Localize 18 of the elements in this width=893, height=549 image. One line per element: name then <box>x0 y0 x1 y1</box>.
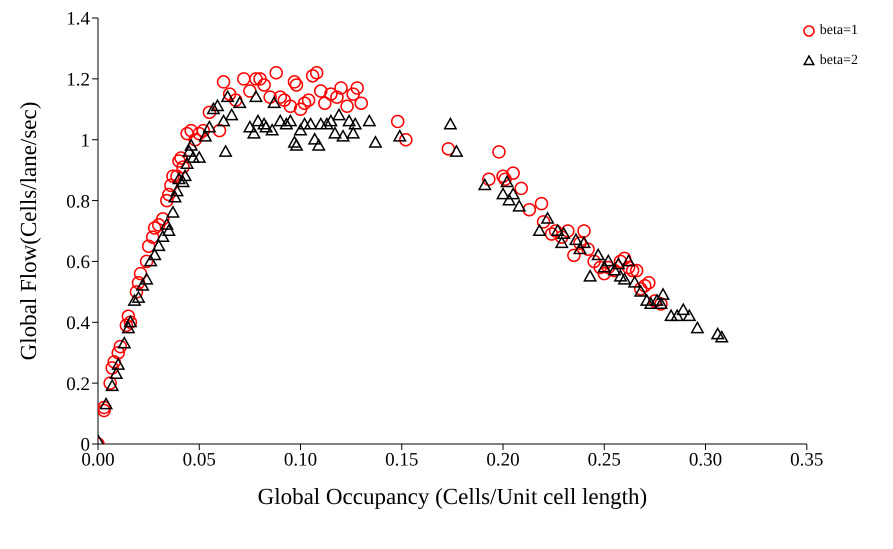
y-tick-label: 1.4 <box>66 8 90 30</box>
x-tick-label: 0.05 <box>182 449 216 470</box>
x-tick-label: 0.10 <box>284 449 318 470</box>
x-tick-label: 0.30 <box>688 449 722 470</box>
y-tick-label: 1 <box>80 130 90 152</box>
x-axis-title: Global Occupancy (Cells/Unit cell length) <box>258 484 648 509</box>
legend-label: beta=2 <box>820 53 858 69</box>
x-tick-label: 0.35 <box>790 449 824 470</box>
y-tick-label: 0.8 <box>66 191 90 212</box>
legend-label: beta=1 <box>820 23 858 39</box>
y-tick-label: 0.4 <box>66 313 90 334</box>
x-tick-label: 0.25 <box>588 449 621 470</box>
x-tick-label: 0.15 <box>385 449 418 470</box>
y-axis-title: Global Flow(Cells/lane/sec) <box>16 102 42 360</box>
y-tick-label: 1.2 <box>66 70 90 91</box>
x-tick-label: 0.20 <box>486 449 520 470</box>
y-tick-label: 0.2 <box>66 374 90 395</box>
y-tick-label: 0.6 <box>66 252 90 274</box>
